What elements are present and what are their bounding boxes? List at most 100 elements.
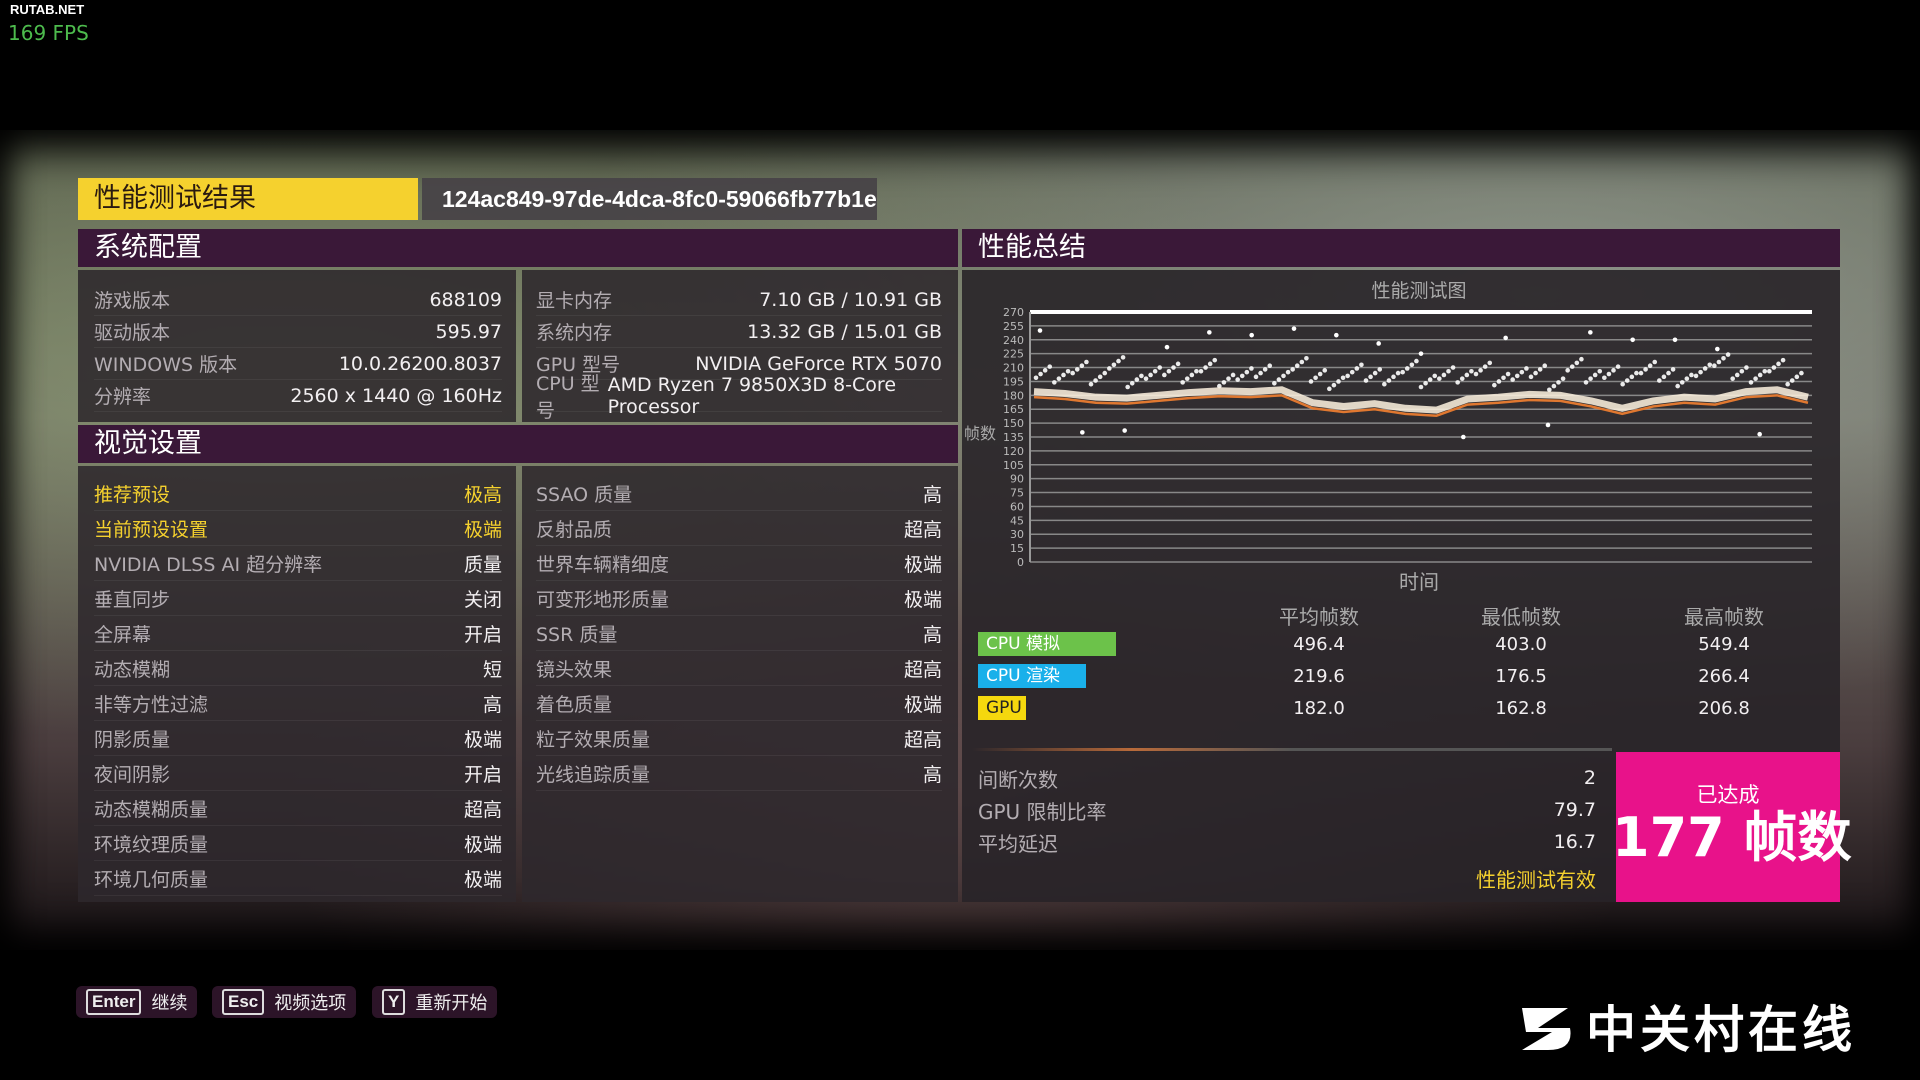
data-point: [1162, 372, 1167, 378]
visual-setting-row: 环境纹理质量 极端: [94, 826, 502, 861]
row-label: GPU 型号: [536, 354, 621, 376]
y-tick-label: 240: [1003, 334, 1024, 347]
system-row: 系统内存 13.32 GB / 15.01 GB: [536, 316, 942, 348]
data-point: [1744, 365, 1749, 370]
data-point: [1052, 380, 1057, 385]
data-point: [1125, 384, 1130, 390]
data-point: [1789, 378, 1795, 383]
visual-setting-row: 当前预设设置 极端: [94, 511, 502, 546]
data-point: [1322, 368, 1328, 373]
data-point: [1560, 376, 1566, 381]
data-point: [1226, 376, 1231, 381]
data-point: [1152, 368, 1158, 374]
data-point: [1111, 362, 1117, 368]
data-point: [1359, 362, 1364, 368]
y-tick-label: 225: [1003, 348, 1024, 361]
data-point: [1395, 370, 1401, 376]
outlier-point: [1249, 332, 1254, 338]
data-point: [1239, 373, 1245, 379]
data-point: [1148, 372, 1153, 378]
data-point: [1056, 376, 1062, 381]
row-label: 粒子效果质量: [536, 728, 651, 751]
data-point: [1716, 359, 1722, 365]
data-point: [1606, 371, 1612, 377]
data-point: [1762, 368, 1768, 374]
data-point: [1537, 367, 1543, 372]
row-label: 动态模糊质量: [94, 798, 209, 821]
data-point: [1611, 368, 1616, 373]
row-value: 极端: [463, 518, 502, 541]
data-point: [1437, 376, 1442, 381]
chart-title: 性能测试图: [1371, 280, 1467, 302]
data-point: [1707, 362, 1713, 368]
data-point: [1730, 376, 1735, 381]
visual-setting-row: 镜头效果 超高: [536, 651, 942, 686]
visual-setting-row: 垂直同步 关闭: [94, 581, 502, 616]
outlier-point: [1418, 351, 1424, 356]
data-point: [1088, 381, 1094, 387]
system-row: 驱动版本 595.97: [94, 316, 502, 348]
stat-max: 266.4: [1698, 666, 1750, 687]
y-tick-label: 270: [1003, 306, 1024, 319]
data-point: [1799, 370, 1804, 376]
data-point: [1386, 378, 1392, 383]
row-label: 全屏幕: [94, 623, 152, 646]
data-point: [1588, 376, 1593, 381]
data-point: [1221, 380, 1227, 385]
data-point: [1198, 368, 1204, 374]
data-point: [1583, 380, 1589, 385]
data-point: [1473, 371, 1479, 377]
row-label: 动态模糊: [94, 658, 171, 681]
data-point: [1496, 379, 1502, 384]
row-value: 高: [922, 763, 942, 786]
data-point: [1675, 383, 1680, 389]
footer-button-y[interactable]: Y 重新开始: [372, 986, 498, 1018]
performance-chart: 0153045607590105120135150165180195210225…: [1003, 306, 1812, 569]
visual-left-panel: [78, 466, 516, 902]
data-point: [1501, 375, 1506, 381]
series-tag: GPU: [978, 696, 1026, 720]
visual-setting-row: SSAO 质量 高: [536, 476, 942, 511]
data-point: [1638, 370, 1644, 376]
data-point: [1702, 366, 1708, 371]
data-point: [1207, 361, 1213, 367]
row-value: 2560 x 1440 @ 160Hz: [290, 384, 502, 407]
outlier-point: [1672, 337, 1678, 343]
data-point: [1634, 370, 1639, 376]
row-label: 平均延迟: [978, 831, 1058, 856]
data-point: [1528, 374, 1534, 380]
row-label: 环境纹理质量: [94, 833, 209, 856]
visual-setting-row: 可变形地形质量 极端: [536, 581, 942, 616]
visual-setting-row: 阴影质量 极端: [94, 721, 502, 756]
footer-button-enter[interactable]: Enter 继续: [76, 986, 198, 1018]
data-point: [1423, 380, 1428, 386]
data-point: [1455, 380, 1460, 385]
data-point: [1194, 368, 1199, 374]
row-label: 环境几何质量: [94, 868, 209, 891]
data-point: [1771, 365, 1777, 370]
row-value: 高: [922, 623, 942, 646]
row-label: 夜间阴影: [94, 763, 171, 786]
data-point: [1070, 370, 1075, 376]
data-point: [1107, 366, 1112, 371]
row-value: 688109: [429, 288, 502, 311]
data-point: [1712, 363, 1717, 369]
stat-max: 549.4: [1698, 634, 1750, 655]
system-left-panel: [78, 270, 516, 422]
data-point: [1180, 380, 1185, 385]
system-config-header: 系统配置: [78, 229, 958, 267]
visual-setting-row: 世界车辆精细度 极端: [536, 546, 942, 581]
data-point: [1629, 374, 1635, 380]
outlier-point: [1545, 422, 1551, 428]
system-row: 游戏版本 688109: [94, 284, 502, 316]
data-point: [1753, 376, 1758, 381]
benchmark-valid-status: 性能测试有效: [1476, 868, 1596, 892]
footer-button-esc[interactable]: Esc 视频选项: [212, 986, 357, 1018]
row-label: 间断次数: [978, 767, 1058, 792]
data-point: [1308, 379, 1314, 384]
data-point: [1409, 362, 1415, 368]
y-tick-label: 90: [1010, 473, 1024, 486]
data-point: [1327, 386, 1332, 392]
data-point: [1698, 369, 1703, 375]
data-point: [1120, 355, 1126, 360]
